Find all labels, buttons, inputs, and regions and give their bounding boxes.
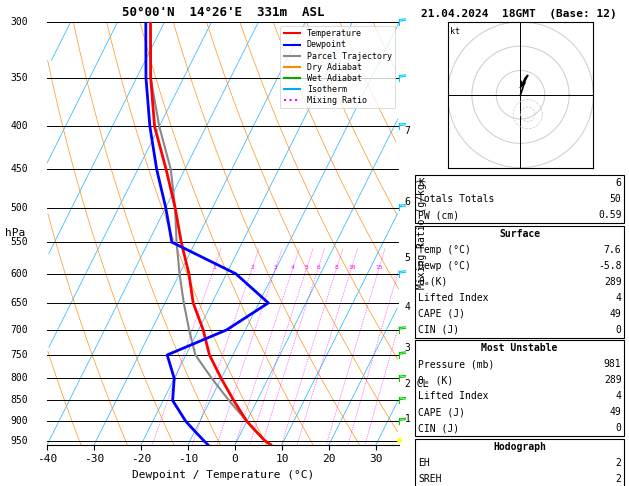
Text: 289: 289	[604, 277, 621, 287]
Text: 6: 6	[616, 178, 621, 188]
Text: 4: 4	[291, 265, 295, 270]
Text: 49: 49	[610, 407, 621, 417]
Text: Totals Totals: Totals Totals	[418, 194, 494, 204]
Text: Surface: Surface	[499, 228, 540, 239]
Text: 6: 6	[404, 197, 411, 207]
Text: 3: 3	[274, 265, 277, 270]
X-axis label: Dewpoint / Temperature (°C): Dewpoint / Temperature (°C)	[132, 470, 314, 480]
Text: 950: 950	[10, 436, 28, 446]
Text: 3: 3	[404, 343, 411, 353]
Text: 4: 4	[616, 293, 621, 303]
Text: Most Unstable: Most Unstable	[481, 343, 558, 353]
Text: 0: 0	[616, 423, 621, 434]
Text: 0.59: 0.59	[598, 210, 621, 220]
Text: 2: 2	[616, 474, 621, 484]
Text: hPa: hPa	[6, 228, 26, 238]
Text: 10: 10	[348, 265, 355, 270]
Text: ●: ●	[397, 436, 402, 445]
Text: -5.8: -5.8	[598, 260, 621, 271]
Text: CAPE (J): CAPE (J)	[418, 407, 465, 417]
Text: 1: 1	[404, 414, 411, 424]
Text: Hodograph: Hodograph	[493, 442, 546, 452]
Text: 2: 2	[616, 458, 621, 468]
Text: 650: 650	[10, 298, 28, 308]
Text: 700: 700	[10, 325, 28, 335]
Text: 15: 15	[376, 265, 383, 270]
Text: 900: 900	[10, 416, 28, 426]
Legend: Temperature, Dewpoint, Parcel Trajectory, Dry Adiabat, Wet Adiabat, Isotherm, Mi: Temperature, Dewpoint, Parcel Trajectory…	[281, 26, 395, 108]
Text: Dewp (°C): Dewp (°C)	[418, 260, 471, 271]
Text: 4: 4	[616, 391, 621, 401]
Text: 450: 450	[10, 164, 28, 174]
Text: 7.6: 7.6	[604, 244, 621, 255]
Text: 7: 7	[404, 126, 411, 136]
Text: 21.04.2024  18GMT  (Base: 12): 21.04.2024 18GMT (Base: 12)	[421, 9, 617, 19]
Text: Lifted Index: Lifted Index	[418, 293, 489, 303]
Text: 981: 981	[604, 359, 621, 369]
Text: Mixing Ratio (g/kg): Mixing Ratio (g/kg)	[417, 177, 427, 289]
Text: 50°00'N  14°26'E  331m  ASL: 50°00'N 14°26'E 331m ASL	[122, 6, 325, 19]
Text: 2 CL: 2 CL	[404, 379, 428, 389]
Text: 8: 8	[335, 265, 338, 270]
Text: 289: 289	[604, 375, 621, 385]
Text: CAPE (J): CAPE (J)	[418, 309, 465, 319]
Text: kt: kt	[450, 27, 460, 36]
Text: 550: 550	[10, 237, 28, 247]
Text: 2: 2	[250, 265, 254, 270]
Text: 600: 600	[10, 269, 28, 279]
Text: 50: 50	[610, 194, 621, 204]
Text: 350: 350	[10, 73, 28, 83]
Text: 49: 49	[610, 309, 621, 319]
Text: PW (cm): PW (cm)	[418, 210, 459, 220]
Text: Temp (°C): Temp (°C)	[418, 244, 471, 255]
Text: K: K	[418, 178, 424, 188]
Text: θₑ(K): θₑ(K)	[418, 277, 448, 287]
Text: 6: 6	[316, 265, 320, 270]
Text: CIN (J): CIN (J)	[418, 325, 459, 335]
Text: θₑ (K): θₑ (K)	[418, 375, 454, 385]
Text: Lifted Index: Lifted Index	[418, 391, 489, 401]
Text: 400: 400	[10, 122, 28, 131]
Text: 850: 850	[10, 396, 28, 405]
Text: Pressure (mb): Pressure (mb)	[418, 359, 494, 369]
Text: 5: 5	[305, 265, 309, 270]
Text: 300: 300	[10, 17, 28, 27]
Text: 500: 500	[10, 203, 28, 212]
Text: 5: 5	[404, 253, 411, 263]
Text: SREH: SREH	[418, 474, 442, 484]
Text: 0: 0	[616, 325, 621, 335]
Text: 4: 4	[404, 302, 411, 312]
Text: CIN (J): CIN (J)	[418, 423, 459, 434]
Text: 800: 800	[10, 373, 28, 383]
Text: 750: 750	[10, 350, 28, 360]
Text: 1: 1	[213, 265, 216, 270]
Text: EH: EH	[418, 458, 430, 468]
